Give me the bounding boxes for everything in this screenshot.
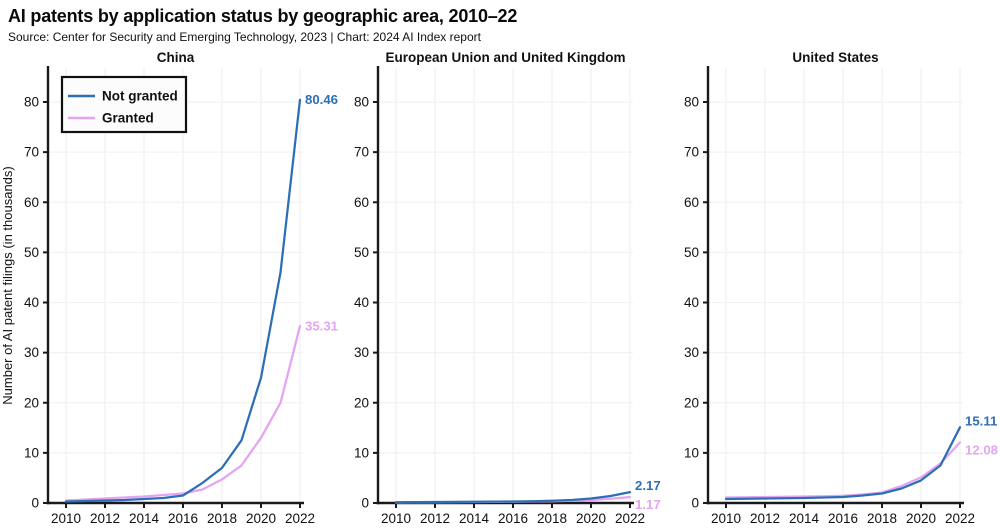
chart-title: AI patents by application status by geog… — [8, 6, 518, 26]
y-tick-label: 40 — [354, 295, 369, 310]
legend-box — [60, 75, 188, 134]
y-tick-label: 40 — [684, 295, 699, 310]
y-tick-label: 80 — [24, 95, 39, 110]
x-tick-label: 2010 — [51, 511, 81, 526]
panel-plot: 0 10 20 30 40 50 60 70 80 2010 2012 2014 2016 2018 202… — [3, 50, 338, 526]
end-value-label: 12.08 — [965, 442, 998, 457]
chart-panel-china: 0 10 20 30 40 50 60 70 80 2010 2012 2014 2016 2018 202… — [3, 50, 340, 530]
x-tick-label: 2018 — [867, 511, 897, 526]
legend: Not granted Granted — [60, 75, 188, 134]
x-tick-label: 2020 — [576, 511, 606, 526]
panel-title: European Union and United Kingdom — [386, 50, 626, 65]
end-value-label: 80.46 — [305, 92, 338, 107]
x-tick-label: 2018 — [537, 511, 567, 526]
y-tick-label: 0 — [691, 496, 699, 511]
y-tick-label: 50 — [684, 245, 699, 260]
y-tick-label: 70 — [684, 145, 699, 160]
y-tick-label: 0 — [31, 496, 39, 511]
x-tick-label: 2016 — [168, 511, 198, 526]
y-tick-label: 60 — [354, 195, 369, 210]
series-line-not-granted — [724, 426, 962, 501]
y-tick-label: 10 — [24, 445, 39, 460]
series-line-granted — [724, 441, 962, 499]
series-line-granted — [64, 324, 302, 502]
legend-label: Not granted — [102, 89, 178, 104]
x-tick-label: 2022 — [945, 511, 975, 526]
chart-panel-united-states: 0 10 20 30 40 50 60 70 80 2010 2012 2014 2016 2018 202… — [663, 50, 1000, 530]
x-tick-label: 2020 — [906, 511, 936, 526]
y-tick-label: 0 — [361, 496, 369, 511]
y-tick-label: 20 — [354, 395, 369, 410]
series-line-not-granted — [394, 490, 632, 504]
y-tick-label: 30 — [24, 345, 39, 360]
x-tick-label: 2022 — [615, 511, 645, 526]
y-tick-label: 50 — [354, 245, 369, 260]
x-tick-label: 2018 — [207, 511, 237, 526]
end-value-label: 15.11 — [965, 413, 997, 428]
y-tick-label: 60 — [24, 195, 39, 210]
x-tick-label: 2014 — [789, 511, 820, 526]
x-tick-label: 2016 — [498, 511, 528, 526]
x-tick-label: 2010 — [711, 511, 741, 526]
x-tick-label: 2012 — [90, 511, 120, 526]
y-tick-label: 30 — [354, 345, 369, 360]
y-tick-label: 20 — [24, 395, 39, 410]
x-tick-label: 2022 — [285, 511, 315, 526]
y-axis-label: Number of AI patent filings (in thousand… — [3, 166, 15, 404]
y-tick-label: 60 — [684, 195, 699, 210]
x-tick-label: 2016 — [828, 511, 858, 526]
y-tick-label: 10 — [354, 445, 369, 460]
x-tick-label: 2014 — [459, 511, 490, 526]
y-tick-label: 50 — [24, 245, 39, 260]
y-tick-label: 70 — [24, 145, 39, 160]
y-tick-label: 70 — [354, 145, 369, 160]
x-tick-label: 2012 — [750, 511, 780, 526]
end-value-label: 2.17 — [635, 478, 661, 493]
panel-plot: 0 10 20 30 40 50 60 70 80 2010 2012 2014 2016 2018 202… — [354, 50, 661, 526]
series-line-not-granted — [64, 98, 302, 503]
chart-subtitle: Source: Center for Security and Emerging… — [8, 30, 481, 44]
x-tick-label: 2012 — [420, 511, 450, 526]
legend-label: Granted — [102, 111, 154, 126]
x-tick-label: 2020 — [246, 511, 276, 526]
y-tick-label: 10 — [684, 445, 699, 460]
y-tick-label: 80 — [684, 95, 699, 110]
y-tick-label: 80 — [354, 95, 369, 110]
y-tick-label: 40 — [24, 295, 39, 310]
x-tick-label: 2010 — [381, 511, 411, 526]
end-value-label: 1.17 — [635, 497, 661, 512]
panel-plot: 0 10 20 30 40 50 60 70 80 2010 2012 2014 2016 2018 202… — [684, 50, 998, 526]
end-value-label: 35.31 — [305, 319, 338, 334]
panel-title: United States — [792, 50, 878, 65]
x-tick-label: 2014 — [129, 511, 160, 526]
y-tick-label: 20 — [684, 395, 699, 410]
y-tick-label: 30 — [684, 345, 699, 360]
chart-panel-eu-uk: 0 10 20 30 40 50 60 70 80 2010 2012 2014 2016 2018 202… — [333, 50, 670, 530]
panel-title: China — [157, 50, 195, 65]
chart-header: AI patents by application status by geog… — [8, 5, 517, 44]
